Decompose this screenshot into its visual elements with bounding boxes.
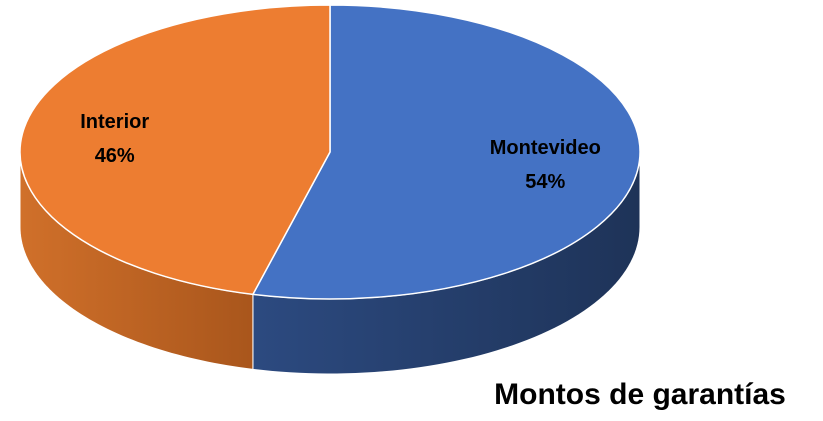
chart-title: Montos de garantías (494, 378, 786, 411)
slice-value-label: 54% (525, 171, 565, 193)
slice-category: Montevideo (490, 137, 601, 159)
pie-tops (19, 4, 641, 300)
slice-value-label: 46% (95, 145, 135, 167)
pie-labels: Montevideo 54% Interior 46% (80, 111, 601, 193)
slice-label: Interior 46% (80, 111, 149, 167)
slice-label: Montevideo 54% (490, 137, 601, 193)
slice-category: Interior (80, 111, 149, 133)
pie-slice (251, 4, 641, 300)
pie-slice (19, 4, 331, 296)
